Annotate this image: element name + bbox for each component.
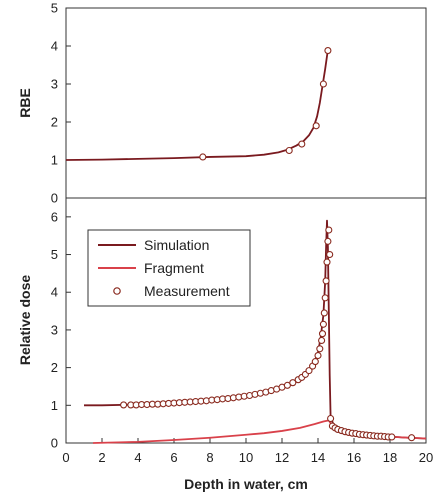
dose-measurement-point	[120, 401, 128, 409]
dose-measurement-point	[305, 367, 313, 375]
dose-series	[84, 219, 427, 444]
rbe-points-point	[285, 146, 293, 155]
dose-measurement-point	[318, 330, 327, 338]
legend: Simulation Fragment Measurement	[87, 229, 251, 307]
x-tick-label: 18	[383, 450, 397, 465]
x-tick-label: 6	[170, 450, 177, 465]
legend-measurement-marker	[113, 287, 121, 295]
x-tick-label: 10	[239, 450, 253, 465]
dose-measurement-point	[327, 414, 335, 423]
dose-measurement-point	[408, 434, 416, 442]
dose-measurement-point	[283, 381, 291, 389]
dose-measurement-point	[322, 277, 330, 285]
rbe-y-tick-label: 5	[51, 1, 58, 16]
dose-measurement-point	[324, 237, 332, 245]
rbe-plot-frame	[65, 7, 427, 199]
rbe-y-tick-label: 1	[51, 153, 58, 168]
rbe-ticks: 0 1 2 3 4 5	[51, 1, 71, 206]
dose-measurement-point	[319, 320, 327, 328]
x-tick-label: 0	[62, 450, 69, 465]
dose-y-tick-label: 6	[51, 209, 58, 224]
rbe-points-point	[312, 122, 320, 130]
rbe-points-point	[199, 153, 207, 161]
dose-y-tick-label: 4	[51, 285, 58, 300]
dose-y-tick-label: 2	[51, 360, 58, 375]
legend-simulation-label: Simulation	[144, 237, 209, 253]
rbe-y-tick-label: 3	[51, 77, 58, 92]
dose-measurement-point	[320, 309, 328, 317]
rbe-points-point	[298, 140, 306, 148]
dose-measurement-point	[325, 226, 333, 234]
dose-y-tick-label: 1	[51, 398, 58, 413]
dose-measurement-point	[316, 345, 324, 353]
x-tick-label: 4	[134, 450, 141, 465]
rbe-points-point	[319, 80, 327, 88]
dose-y-tick-label: 5	[51, 247, 58, 262]
dose-measurement-point	[323, 258, 331, 266]
rbe-y-tick-label: 2	[51, 115, 58, 130]
rbe-curve-line	[65, 49, 329, 161]
x-tick-label: 2	[98, 450, 105, 465]
rbe-series	[65, 47, 332, 161]
dose-y-tick-label: 3	[51, 322, 58, 337]
dose-y-axis-title: Relative dose	[17, 275, 33, 365]
dose-measurement-point	[321, 294, 329, 302]
dose-measurement-point	[388, 433, 396, 441]
x-tick-label: 16	[347, 450, 361, 465]
rbe-points-point	[324, 47, 332, 55]
x-tick-label: 14	[311, 450, 325, 465]
x-tick-label: 8	[206, 450, 213, 465]
dose-measurement-point	[326, 250, 334, 259]
dose-fragment-line	[92, 419, 427, 444]
rbe-y-tick-label: 4	[51, 39, 58, 54]
rbe-y-axis-title: RBE	[17, 88, 33, 118]
legend-fragment-label: Fragment	[144, 260, 204, 276]
dose-measurement-point	[314, 351, 322, 360]
rbe-panel: 0 1 2 3 4 5 RBE	[17, 1, 427, 206]
dose-measurement-point	[311, 358, 319, 366]
x-tick-label: 12	[275, 450, 289, 465]
dose-measurement-point	[289, 379, 297, 387]
x-axis-title: Depth in water, cm	[184, 476, 308, 492]
legend-measurement-label: Measurement	[144, 283, 230, 299]
rbe-y-tick-label: 0	[51, 191, 58, 206]
dose-y-tick-label: 0	[51, 436, 58, 451]
x-tick-label: 20	[419, 450, 433, 465]
dose-measurement-point	[318, 336, 326, 345]
